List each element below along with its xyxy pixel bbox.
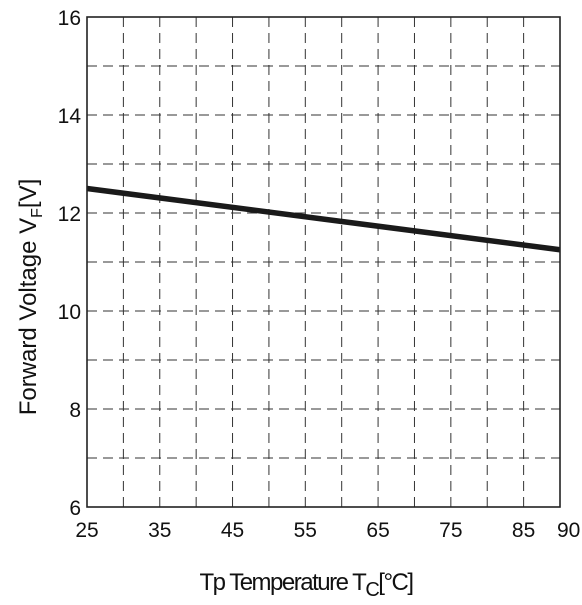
x-tick-label: 75 (439, 519, 462, 542)
x-tick-label: 65 (366, 519, 389, 542)
x-axis-title-unit: [°C] (378, 569, 412, 596)
x-tick-labels: 25 35 45 55 65 75 85 90 (75, 519, 580, 542)
series (86, 185, 561, 253)
y-tick-label: 14 (58, 105, 82, 128)
y-axis-title-unit: [V] (15, 179, 42, 208)
x-tick-label: 35 (148, 519, 171, 542)
x-tick-label: 45 (221, 519, 244, 542)
x-axis-title-subscript: C (365, 579, 379, 600)
y-tick-labels: 6 8 10 12 14 16 (58, 7, 82, 520)
x-tick-label: 85 (512, 519, 535, 542)
x-tick-label: 25 (75, 519, 98, 542)
grid (87, 17, 560, 507)
y-tick-label: 10 (58, 301, 81, 324)
y-tick-label: 12 (58, 203, 81, 226)
x-tick-label: 90 (557, 519, 580, 542)
y-axis-title-subscript: F (29, 208, 46, 218)
plot-frame (86, 16, 561, 508)
x-axis-title: Tp Temperature TC[°C] (199, 569, 412, 600)
x-axis-title-main: Tp Temperature T (199, 569, 367, 596)
y-tick-label: 8 (69, 399, 81, 422)
y-tick-label: 16 (58, 7, 81, 30)
y-axis-title: Forward Voltage VF[V] (15, 179, 46, 416)
y-axis-title-main: Forward Voltage V (15, 218, 42, 415)
series-line (86, 185, 561, 253)
x-tick-label: 55 (294, 519, 317, 542)
y-tick-label: 6 (69, 497, 81, 520)
